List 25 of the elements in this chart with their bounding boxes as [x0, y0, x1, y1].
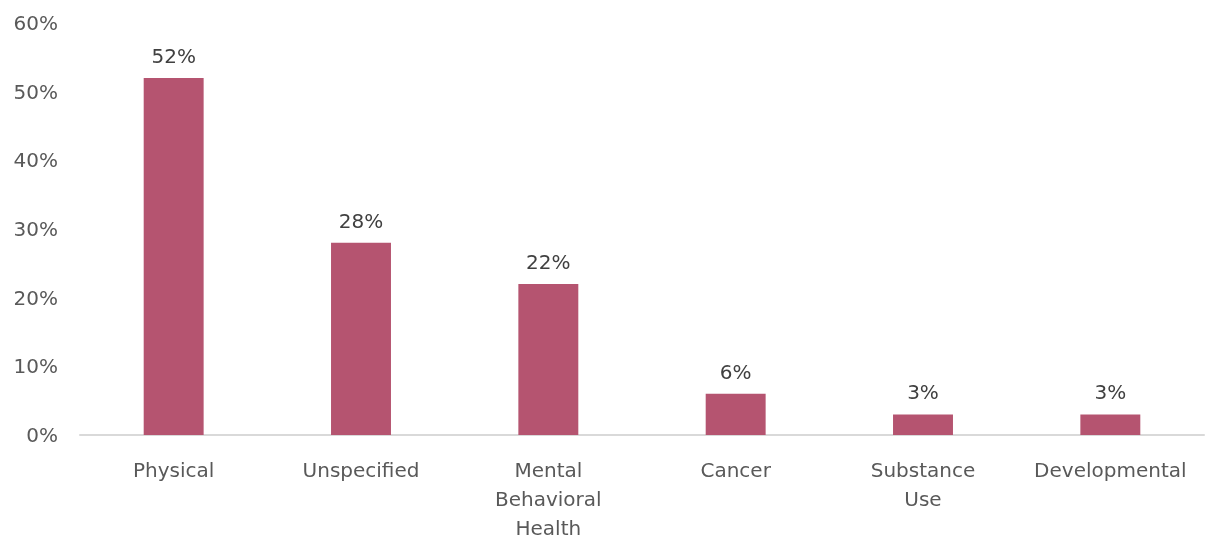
y-tick-label: 20% — [13, 285, 58, 310]
bar — [331, 242, 391, 435]
data-label: 52% — [151, 43, 196, 68]
y-tick-label: 50% — [13, 79, 58, 104]
x-tick-label: Physical — [132, 457, 215, 482]
bar — [143, 77, 204, 435]
x-tick-label: Cancer — [700, 457, 772, 482]
bar — [1080, 414, 1141, 435]
data-label: 6% — [719, 359, 752, 384]
x-tick-label: Developmental — [1034, 457, 1187, 482]
data-label: 3% — [1094, 380, 1127, 405]
y-tick-label: 60% — [13, 11, 58, 35]
x-tick-label: Mental Behavioral Health — [495, 457, 602, 540]
data-label: 22% — [526, 249, 571, 274]
bar — [893, 414, 953, 435]
y-tick-label: 10% — [13, 354, 58, 379]
y-tick-label: 30% — [13, 217, 58, 241]
x-tick-label: Unspecified — [302, 457, 420, 482]
y-tick-label: 40% — [13, 148, 58, 173]
bar — [518, 283, 579, 435]
data-label: 28% — [338, 208, 384, 233]
data-label: 3% — [907, 380, 939, 405]
x-tick-label: Substance Use — [870, 457, 976, 511]
bar — [705, 393, 766, 435]
y-tick-label: 0% — [26, 423, 58, 447]
